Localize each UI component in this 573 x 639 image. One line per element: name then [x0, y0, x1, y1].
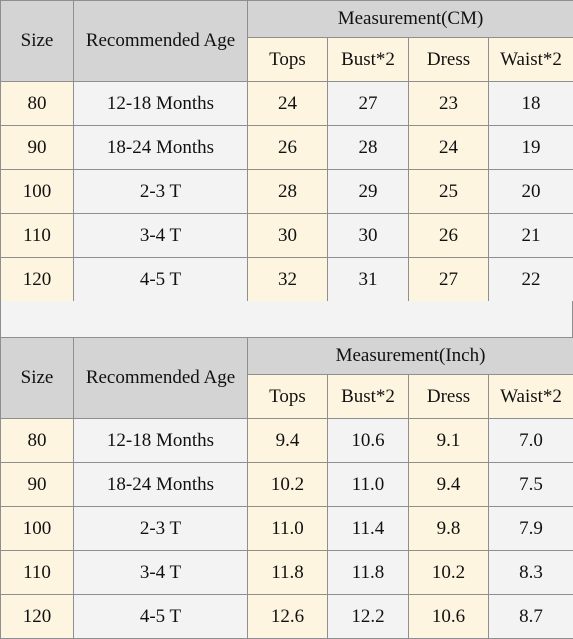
age-cell: 4-5 T — [74, 595, 248, 639]
waist-cell: 7.9 — [489, 507, 573, 551]
table-row: 80 12-18 Months 9.4 10.6 9.1 7.0 — [1, 419, 573, 463]
tops-cell: 28 — [248, 170, 328, 214]
dress-cell: 9.4 — [409, 463, 489, 507]
waist-cell: 21 — [489, 214, 573, 258]
size-cell: 90 — [1, 463, 74, 507]
table-row: 90 18-24 Months 26 28 24 19 — [1, 126, 573, 170]
tops-cell: 24 — [248, 82, 328, 126]
waist-cell: 8.3 — [489, 551, 573, 595]
dress-cell: 24 — [409, 126, 489, 170]
bust-cell: 29 — [328, 170, 409, 214]
dress-cell: 9.1 — [409, 419, 489, 463]
size-cell: 100 — [1, 507, 74, 551]
waist-header: Waist*2 — [489, 38, 573, 82]
size-cell: 120 — [1, 258, 74, 302]
size-cell: 90 — [1, 126, 74, 170]
bust-cell: 11.0 — [328, 463, 409, 507]
table-row: 120 4-5 T 32 31 27 22 — [1, 258, 573, 302]
age-cell: 3-4 T — [74, 214, 248, 258]
measurement-header: Measurement(CM) — [248, 1, 573, 38]
size-header: Size — [1, 338, 74, 419]
dress-header: Dress — [409, 375, 489, 419]
age-cell: 18-24 Months — [74, 463, 248, 507]
waist-cell: 7.5 — [489, 463, 573, 507]
tops-cell: 32 — [248, 258, 328, 302]
waist-cell: 22 — [489, 258, 573, 302]
size-cell: 100 — [1, 170, 74, 214]
size-header: Size — [1, 1, 74, 82]
size-cell: 80 — [1, 419, 74, 463]
size-table-inch: Size Recommended Age Measurement(Inch) T… — [0, 337, 573, 639]
table-row: 90 18-24 Months 10.2 11.0 9.4 7.5 — [1, 463, 573, 507]
tops-cell: 11.0 — [248, 507, 328, 551]
age-cell: 12-18 Months — [74, 419, 248, 463]
age-cell: 3-4 T — [74, 551, 248, 595]
dress-cell: 9.8 — [409, 507, 489, 551]
bust-cell: 11.8 — [328, 551, 409, 595]
size-table-cm: Size Recommended Age Measurement(CM) Top… — [0, 0, 573, 302]
tops-header: Tops — [248, 38, 328, 82]
size-cell: 110 — [1, 214, 74, 258]
waist-header: Waist*2 — [489, 375, 573, 419]
tops-cell: 26 — [248, 126, 328, 170]
dress-cell: 27 — [409, 258, 489, 302]
dress-cell: 26 — [409, 214, 489, 258]
age-cell: 2-3 T — [74, 507, 248, 551]
table-row: 110 3-4 T 11.8 11.8 10.2 8.3 — [1, 551, 573, 595]
bust-header: Bust*2 — [328, 375, 409, 419]
table-row: 110 3-4 T 30 30 26 21 — [1, 214, 573, 258]
waist-cell: 7.0 — [489, 419, 573, 463]
waist-cell: 20 — [489, 170, 573, 214]
tops-cell: 11.8 — [248, 551, 328, 595]
bust-cell: 31 — [328, 258, 409, 302]
dress-header: Dress — [409, 38, 489, 82]
dress-cell: 23 — [409, 82, 489, 126]
table-row: 80 12-18 Months 24 27 23 18 — [1, 82, 573, 126]
measurement-header: Measurement(Inch) — [248, 338, 573, 375]
bust-header: Bust*2 — [328, 38, 409, 82]
dress-cell: 10.2 — [409, 551, 489, 595]
age-cell: 18-24 Months — [74, 126, 248, 170]
age-header: Recommended Age — [74, 338, 248, 419]
size-cell: 110 — [1, 551, 74, 595]
bust-cell: 27 — [328, 82, 409, 126]
table-separator — [0, 301, 573, 337]
size-cell: 80 — [1, 82, 74, 126]
waist-cell: 19 — [489, 126, 573, 170]
table-row: 100 2-3 T 28 29 25 20 — [1, 170, 573, 214]
dress-cell: 25 — [409, 170, 489, 214]
waist-cell: 8.7 — [489, 595, 573, 639]
size-cell: 120 — [1, 595, 74, 639]
waist-cell: 18 — [489, 82, 573, 126]
age-cell: 4-5 T — [74, 258, 248, 302]
table-row: 100 2-3 T 11.0 11.4 9.8 7.9 — [1, 507, 573, 551]
tops-header: Tops — [248, 375, 328, 419]
tops-cell: 12.6 — [248, 595, 328, 639]
dress-cell: 10.6 — [409, 595, 489, 639]
table-row: 120 4-5 T 12.6 12.2 10.6 8.7 — [1, 595, 573, 639]
age-cell: 2-3 T — [74, 170, 248, 214]
age-cell: 12-18 Months — [74, 82, 248, 126]
bust-cell: 11.4 — [328, 507, 409, 551]
tops-cell: 10.2 — [248, 463, 328, 507]
bust-cell: 30 — [328, 214, 409, 258]
bust-cell: 12.2 — [328, 595, 409, 639]
age-header: Recommended Age — [74, 1, 248, 82]
bust-cell: 28 — [328, 126, 409, 170]
bust-cell: 10.6 — [328, 419, 409, 463]
tops-cell: 30 — [248, 214, 328, 258]
tops-cell: 9.4 — [248, 419, 328, 463]
